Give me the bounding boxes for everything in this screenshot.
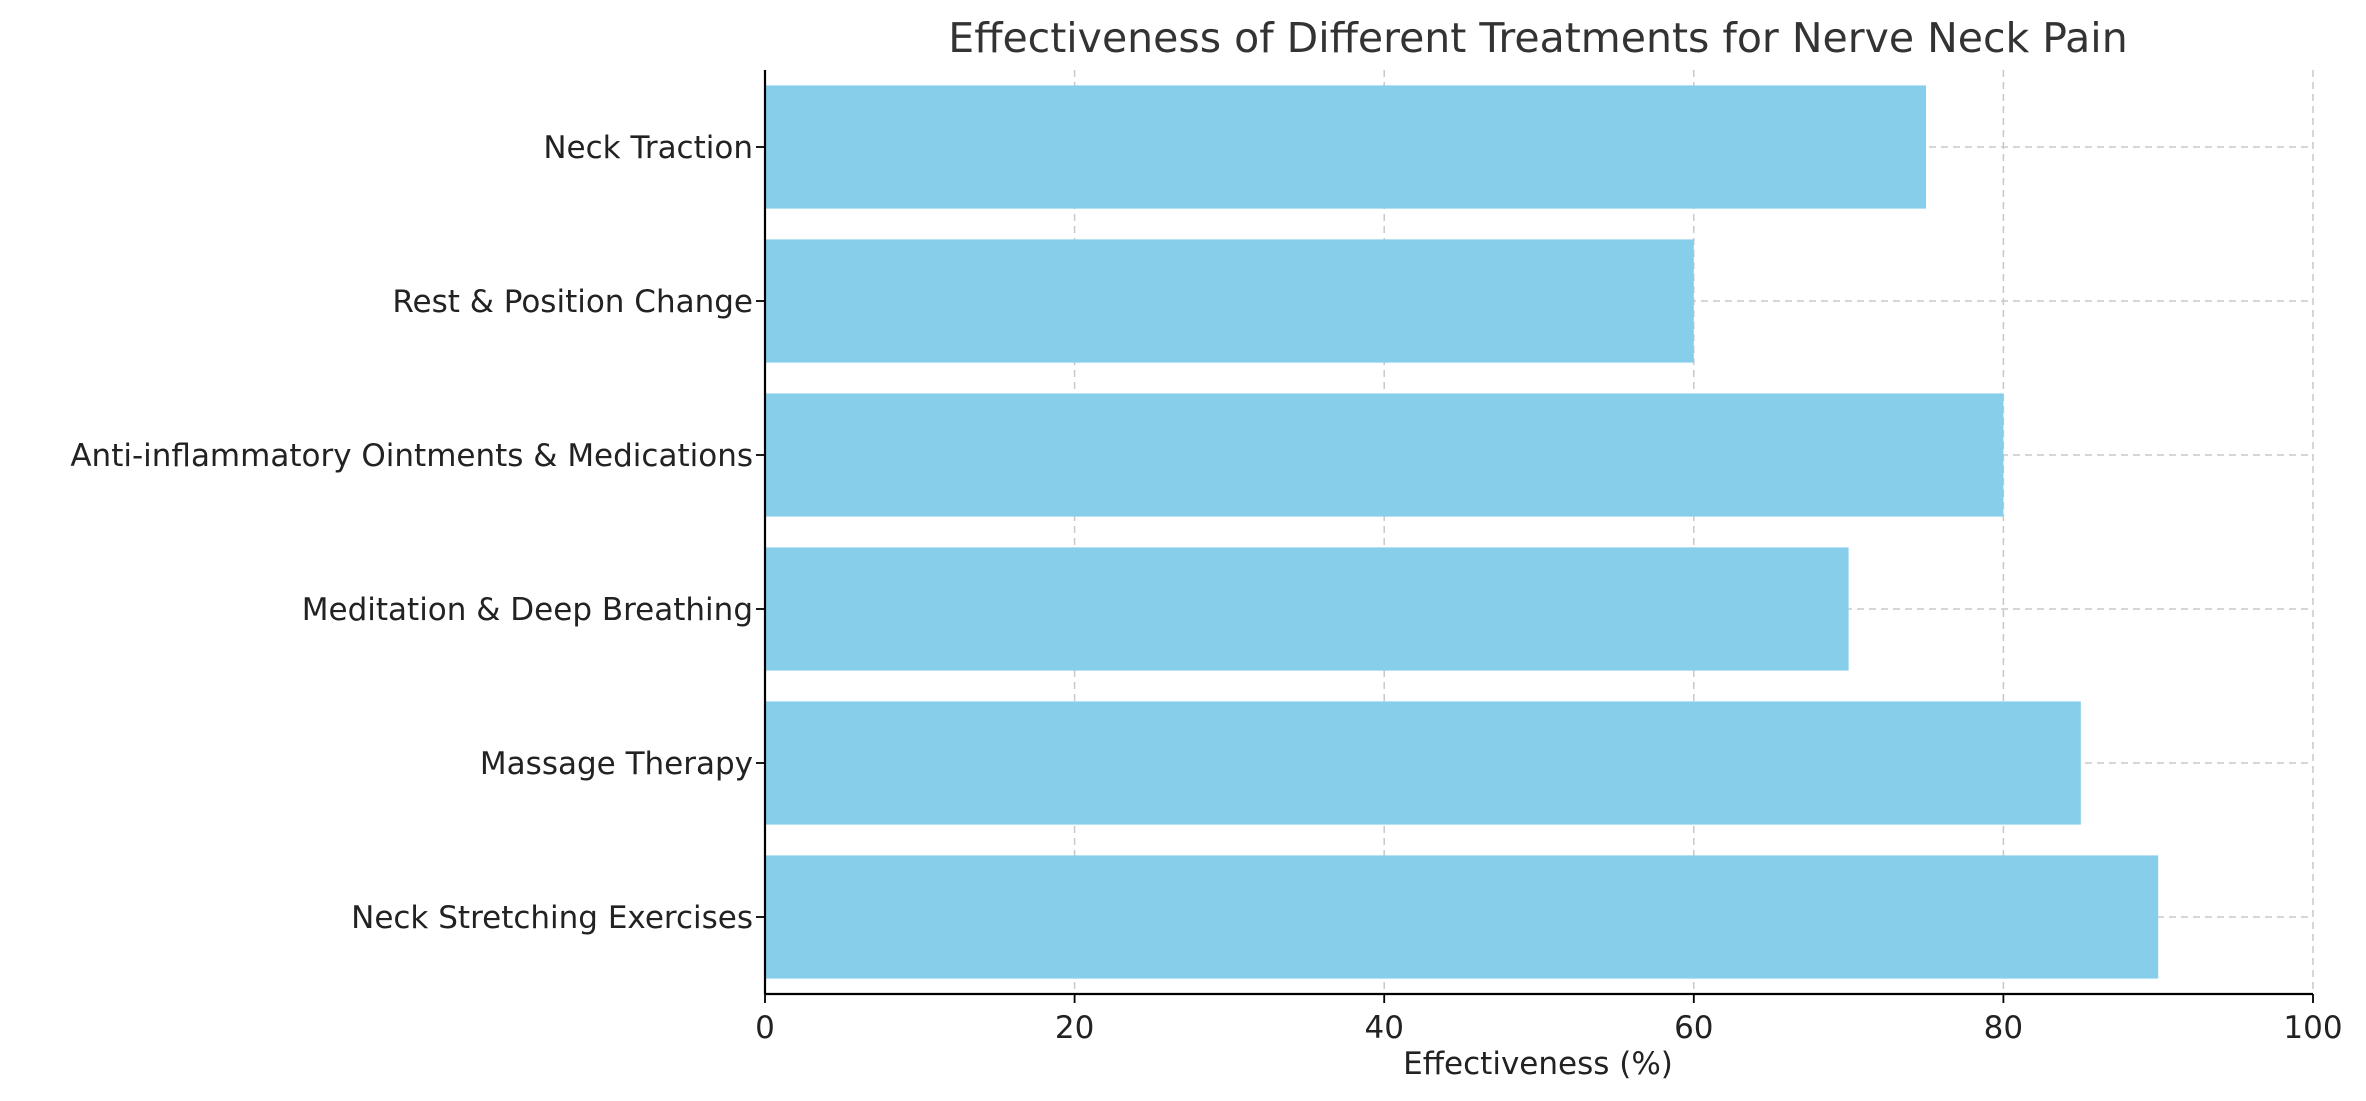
- x-tick-label: 20: [1055, 1010, 1094, 1046]
- category-label: Anti-inflammatory Ointments & Medication…: [70, 438, 753, 474]
- x-tick-label: 60: [1674, 1010, 1713, 1046]
- bar: [765, 239, 1694, 363]
- category-label: Meditation & Deep Breathing: [302, 592, 753, 628]
- bar: [765, 855, 2159, 979]
- x-tick-label: 40: [1364, 1010, 1403, 1046]
- x-tick-label: 100: [2283, 1010, 2342, 1046]
- category-label: Neck Stretching Exercises: [351, 900, 753, 936]
- x-tick-label: 0: [755, 1010, 775, 1046]
- chart-title: Effectiveness of Different Treatments fo…: [948, 14, 2127, 62]
- bar: [765, 701, 2081, 825]
- bar: [765, 547, 1849, 671]
- bar-layer: [765, 85, 2159, 979]
- category-label: Rest & Position Change: [392, 284, 753, 320]
- x-tick-label: 80: [1984, 1010, 2023, 1046]
- category-label: Massage Therapy: [480, 746, 753, 782]
- axis-layer: [756, 70, 2314, 1003]
- bar: [765, 393, 2004, 517]
- category-label: Neck Traction: [543, 130, 753, 166]
- label-layer: Effectiveness of Different Treatments fo…: [70, 14, 2342, 1082]
- x-axis-label: Effectiveness (%): [1403, 1046, 1673, 1082]
- bar: [765, 85, 1926, 209]
